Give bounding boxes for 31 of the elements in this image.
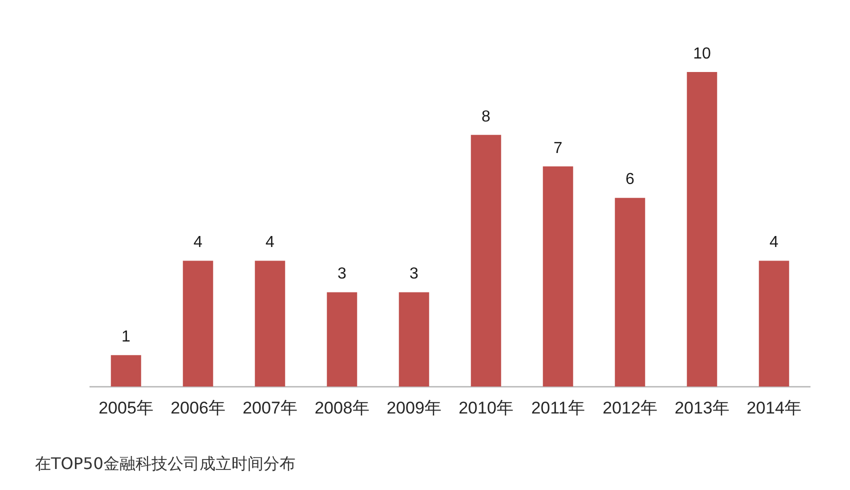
x-tick-label: 2005年 <box>98 398 154 418</box>
x-tick-label: 2012年 <box>602 398 658 418</box>
data-label: 6 <box>626 171 635 188</box>
bar <box>182 260 214 387</box>
x-tick-label: 2013年 <box>674 398 730 418</box>
x-tick-label: 2008年 <box>314 398 370 418</box>
x-tick-label: 2007年 <box>242 398 298 418</box>
bar <box>686 72 718 387</box>
bar <box>614 198 646 387</box>
data-label: 1 <box>122 328 131 346</box>
x-tick-label: 2009年 <box>386 398 442 418</box>
x-tick-label: 2006年 <box>170 398 226 418</box>
bar <box>542 166 574 387</box>
data-label: 10 <box>693 45 711 62</box>
x-tick-label: 2014年 <box>746 398 802 418</box>
bar <box>110 355 142 387</box>
data-label: 4 <box>266 234 275 252</box>
bar <box>254 260 286 387</box>
data-label: 7 <box>554 140 563 157</box>
data-label: 4 <box>194 234 203 252</box>
x-tick-label: 2011年 <box>531 398 585 418</box>
bar <box>470 134 502 387</box>
text: 在TOP50金融科技公司成立时间分布 <box>35 454 296 475</box>
data-label: 3 <box>410 266 419 283</box>
bar <box>398 292 430 387</box>
data-label: 8 <box>482 108 491 126</box>
data-label: 4 <box>770 234 779 252</box>
data-label: 3 <box>338 266 347 283</box>
bar <box>326 292 358 387</box>
x-tick-label: 2010年 <box>458 398 514 418</box>
bar <box>758 260 790 387</box>
